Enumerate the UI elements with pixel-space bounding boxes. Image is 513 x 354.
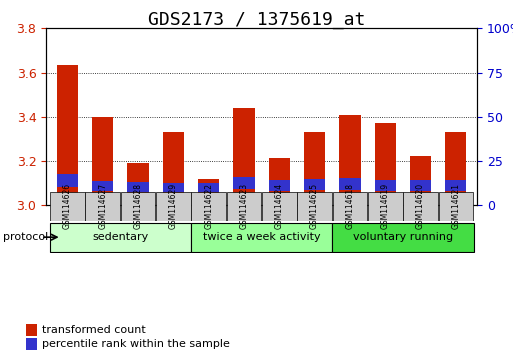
Bar — [26, 338, 37, 350]
Bar — [269, 180, 290, 191]
Bar — [339, 115, 361, 205]
Text: GSM114628: GSM114628 — [133, 183, 143, 229]
FancyBboxPatch shape — [439, 192, 473, 221]
Bar — [374, 124, 396, 205]
Text: GSM114623: GSM114623 — [240, 183, 248, 229]
Text: GSM114620: GSM114620 — [416, 183, 425, 229]
FancyBboxPatch shape — [50, 223, 191, 251]
Text: GSM114629: GSM114629 — [169, 183, 178, 229]
Bar — [445, 132, 466, 205]
Bar — [410, 180, 431, 191]
Text: GDS2173 / 1375619_at: GDS2173 / 1375619_at — [148, 11, 365, 29]
Bar — [57, 175, 78, 187]
FancyBboxPatch shape — [50, 192, 85, 221]
FancyBboxPatch shape — [368, 192, 403, 221]
Bar — [410, 155, 431, 205]
Text: twice a week activity: twice a week activity — [203, 232, 321, 242]
FancyBboxPatch shape — [191, 192, 226, 221]
Bar — [92, 117, 113, 205]
Bar — [339, 178, 361, 190]
Text: GSM114618: GSM114618 — [345, 183, 354, 229]
Bar — [269, 158, 290, 205]
Bar — [445, 180, 466, 192]
Bar — [163, 183, 184, 193]
FancyBboxPatch shape — [227, 192, 261, 221]
Text: sedentary: sedentary — [92, 232, 148, 242]
Text: voluntary running: voluntary running — [353, 232, 453, 242]
Text: GSM114627: GSM114627 — [98, 183, 107, 229]
FancyBboxPatch shape — [298, 192, 332, 221]
FancyBboxPatch shape — [121, 192, 155, 221]
Text: percentile rank within the sample: percentile rank within the sample — [42, 339, 230, 349]
Bar — [304, 179, 325, 190]
Bar — [127, 163, 149, 205]
Text: GSM114622: GSM114622 — [204, 183, 213, 229]
Text: GSM114619: GSM114619 — [381, 183, 390, 229]
Text: GSM114626: GSM114626 — [63, 183, 72, 229]
FancyBboxPatch shape — [262, 192, 297, 221]
FancyBboxPatch shape — [332, 192, 367, 221]
FancyBboxPatch shape — [156, 192, 191, 221]
Bar — [26, 324, 37, 336]
Text: transformed count: transformed count — [42, 325, 146, 335]
Bar — [127, 182, 149, 192]
Bar — [233, 108, 254, 205]
Bar — [233, 177, 254, 189]
Bar — [57, 65, 78, 205]
Text: GSM114624: GSM114624 — [275, 183, 284, 229]
Bar — [198, 179, 219, 205]
Text: GSM114621: GSM114621 — [451, 183, 460, 229]
Text: GSM114625: GSM114625 — [310, 183, 319, 229]
Bar — [92, 181, 113, 191]
Bar — [163, 132, 184, 205]
Bar — [198, 183, 219, 193]
FancyBboxPatch shape — [332, 223, 473, 251]
FancyBboxPatch shape — [403, 192, 438, 221]
FancyBboxPatch shape — [191, 223, 332, 251]
FancyBboxPatch shape — [85, 192, 120, 221]
Bar — [304, 132, 325, 205]
Text: protocol: protocol — [3, 232, 48, 242]
Bar — [374, 180, 396, 192]
